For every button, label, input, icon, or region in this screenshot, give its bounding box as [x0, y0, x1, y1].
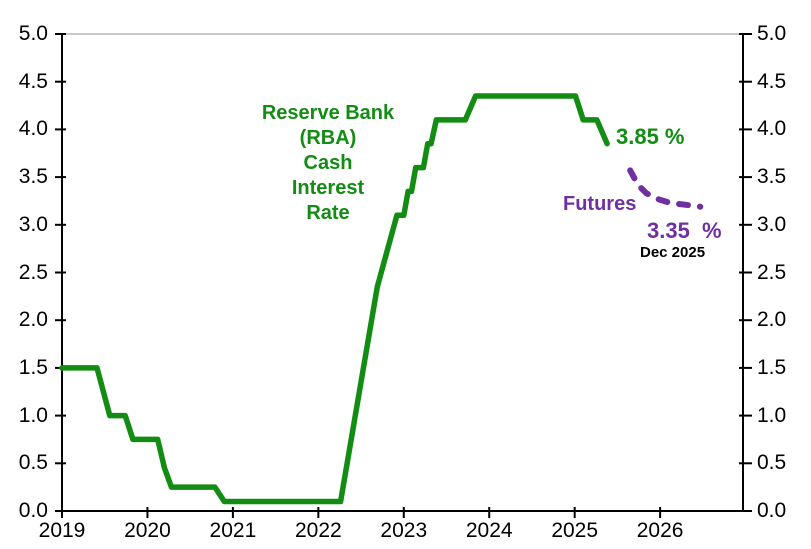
futures-series-label: Futures — [563, 193, 637, 215]
y-axis-label-right: 4.5 — [757, 69, 787, 93]
futures-line — [627, 167, 704, 210]
y-axis-label-left: 3.5 — [18, 165, 48, 189]
current-rate-label: 3.85 % — [616, 124, 685, 149]
y-axis-label-right: 3.5 — [757, 165, 787, 189]
y-axis-label-left: 4.0 — [18, 117, 48, 141]
y-axis-label-left: 5.0 — [18, 22, 48, 45]
y-axis-label-left: 0.5 — [18, 451, 48, 475]
x-axis-label: 2025 — [551, 519, 599, 542]
chart-title: Reserve Bank (RBA) Cash Interest Rate — [261, 102, 395, 224]
x-axis-label: 2022 — [294, 519, 342, 542]
y-axis-label-right: 3.0 — [757, 212, 787, 236]
x-axis-label: 2021 — [209, 519, 257, 542]
y-axis-label-right: 5.0 — [757, 22, 787, 45]
y-axis-label-left: 3.0 — [18, 212, 48, 236]
futures-date-label: Dec 2025 — [640, 244, 706, 261]
x-axis-label: 2020 — [124, 519, 171, 542]
y-axis-label-left: 0.0 — [18, 499, 48, 522]
rba-rate-line — [59, 93, 610, 505]
x-axis-label: 2024 — [465, 519, 513, 542]
y-axis-label-right: 1.5 — [757, 355, 787, 379]
y-axis-label-left: 1.5 — [18, 355, 48, 379]
y-axis-label-left: 1.0 — [18, 403, 48, 427]
y-axis-label-right: 0.5 — [757, 451, 787, 475]
x-axis-label: 2019 — [38, 519, 86, 542]
y-axis-label-right: 2.5 — [757, 260, 787, 284]
x-axis-label: 2023 — [380, 519, 428, 542]
y-axis-label-right: 2.0 — [757, 308, 787, 332]
y-axis-label-left: 4.5 — [18, 69, 48, 93]
y-axis-label-right: 1.0 — [757, 403, 787, 427]
futures-rate-label: 3.35 % — [647, 218, 722, 243]
x-axis-label: 2026 — [636, 519, 684, 542]
y-axis-label-left: 2.0 — [18, 308, 48, 332]
y-axis-label-right: 4.0 — [757, 117, 787, 141]
y-axis-label-right: 0.0 — [757, 499, 787, 522]
y-axis-label-left: 2.5 — [18, 260, 48, 284]
